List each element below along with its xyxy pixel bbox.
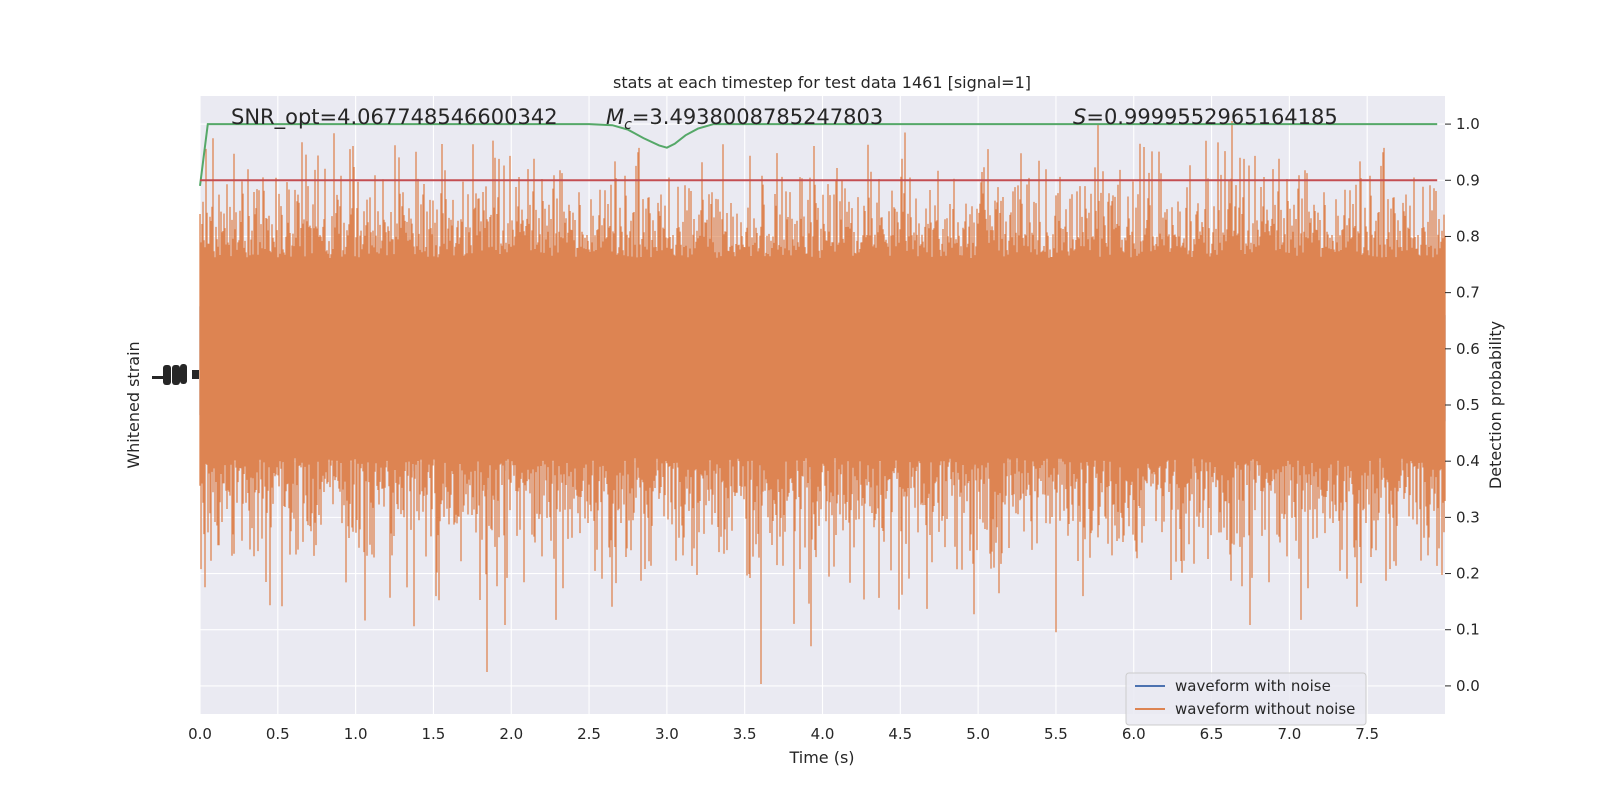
x-tick-label: 7.5 bbox=[1355, 725, 1379, 743]
x-axis-label: Time (s) bbox=[788, 748, 854, 767]
probability-lines bbox=[199, 123, 1438, 187]
y-tick-label: 1.0 bbox=[1456, 115, 1480, 133]
y-tick-label: 0.9 bbox=[1456, 171, 1480, 189]
waveform-traces bbox=[199, 121, 1446, 684]
y-tick-label: 0.6 bbox=[1456, 340, 1480, 358]
left-axis-tick-residue bbox=[152, 364, 199, 385]
snr-annotation: SNR_opt=4.067748546600342 bbox=[231, 105, 558, 130]
series-detection-probability bbox=[199, 123, 1438, 187]
score-symbol: S bbox=[1073, 105, 1086, 129]
x-tick-label: 0.5 bbox=[266, 725, 290, 743]
y-tick-label: 0.2 bbox=[1456, 565, 1480, 583]
chart-title: stats at each timestep for test data 146… bbox=[613, 73, 1031, 92]
x-tick-label: 1.0 bbox=[344, 725, 368, 743]
x-tick-label: 0.0 bbox=[188, 725, 212, 743]
chirp-mass-subscript: c bbox=[624, 117, 632, 133]
y-axis-ticks-right: 0.0 0.1 0.2 0.3 0.4 0.5 0.6 0.7 0.8 0.9 1.0 bbox=[1445, 115, 1480, 695]
x-tick-label: 6.5 bbox=[1200, 725, 1224, 743]
legend: waveform with noise waveform without noi… bbox=[1125, 672, 1367, 726]
y-tick-label: 0.7 bbox=[1456, 284, 1480, 302]
y-tick-label: 0.5 bbox=[1456, 396, 1480, 414]
x-tick-label: 2.5 bbox=[577, 725, 601, 743]
y-tick-label: 0.8 bbox=[1456, 227, 1480, 245]
y-tick-label: 0.0 bbox=[1456, 677, 1480, 695]
chirp-mass-value: =3.4938008785247803 bbox=[632, 105, 883, 129]
y-tick-label: 0.3 bbox=[1456, 508, 1480, 526]
chirp-mass-annotation: Mc=3.4938008785247803 bbox=[606, 105, 883, 133]
x-tick-label: 4.5 bbox=[888, 725, 912, 743]
x-tick-label: 4.0 bbox=[811, 725, 835, 743]
score-annotation: S=0.9999552965164185 bbox=[1073, 105, 1338, 129]
x-tick-label: 1.5 bbox=[422, 725, 446, 743]
y-tick-label: 0.4 bbox=[1456, 452, 1480, 470]
x-tick-label: 6.0 bbox=[1122, 725, 1146, 743]
x-tick-label: 2.0 bbox=[499, 725, 523, 743]
x-tick-label: 3.0 bbox=[655, 725, 679, 743]
x-tick-label: 5.0 bbox=[966, 725, 990, 743]
legend-box bbox=[1125, 672, 1367, 726]
y-axis-label-right: Detection probability bbox=[1486, 321, 1505, 489]
legend-label-with-noise: waveform with noise bbox=[1175, 677, 1331, 695]
x-tick-label: 3.5 bbox=[733, 725, 757, 743]
legend-label-without-noise: waveform without noise bbox=[1175, 700, 1355, 718]
chirp-mass-symbol: M bbox=[606, 105, 624, 129]
x-tick-label: 5.5 bbox=[1044, 725, 1068, 743]
x-axis-ticks: 0.0 0.5 1.0 1.5 2.0 2.5 3.0 3.5 4.0 4.5 5.0 5.5 6.0 6… bbox=[188, 725, 1379, 743]
y-tick-label: 0.1 bbox=[1456, 621, 1480, 639]
x-tick-label: 7.0 bbox=[1277, 725, 1301, 743]
score-value: =0.9999552965164185 bbox=[1086, 105, 1337, 129]
y-axis-label-left: Whitened strain bbox=[124, 341, 143, 468]
waveform-dense-band bbox=[202, 296, 1443, 446]
